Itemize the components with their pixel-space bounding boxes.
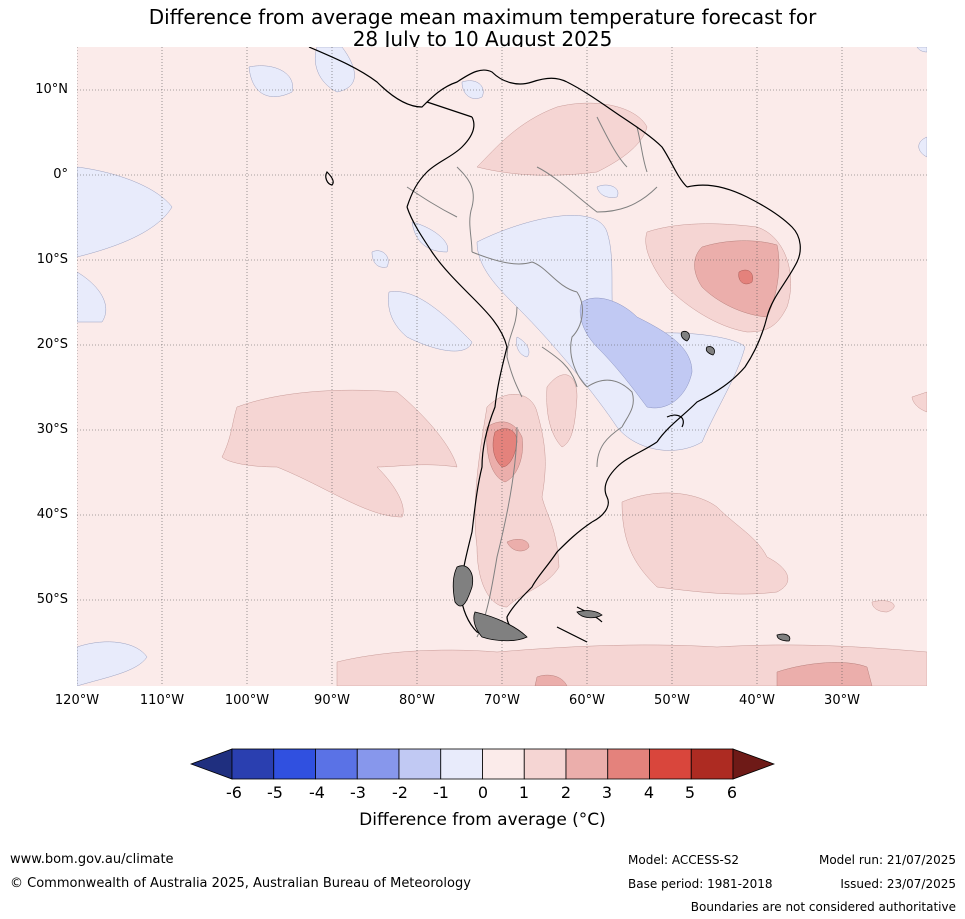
colorbar-segment [231,748,275,780]
islands [452,330,791,642]
warm-anomaly-peak [492,269,753,468]
website-link[interactable]: www.bom.gov.au/climate [10,852,174,867]
lat-label-30s: 30°S [36,422,68,437]
lon-label-80w: 80°W [399,693,435,708]
lat-label-20s: 20°S [36,337,68,352]
colorbar-segment [482,748,525,780]
lat-label-0: 0° [53,167,68,182]
graticule [77,47,927,686]
colorbar-tick: -6 [226,783,242,802]
colorbar-tick: -2 [392,783,408,802]
colorbar-tick: 5 [684,783,696,802]
boundary-disclaimer: Boundaries are not considered authoritat… [690,900,956,914]
model-name: Model: ACCESS-S2 [628,853,740,867]
colorbar-segment [523,748,567,780]
base-period: Base period: 1981-2018 [628,877,773,891]
colorbar-segment [649,748,692,780]
lon-label-60w: 60°W [569,693,605,708]
colorbar-tick: 1 [518,783,530,802]
colorbar-segment [315,748,358,780]
colorbar-tick: 3 [601,783,613,802]
lon-label-110w: 110°W [139,693,185,708]
lon-label-70w: 70°W [484,693,520,708]
lat-label-40s: 40°S [36,507,68,522]
colorbar-tick: 6 [726,783,738,802]
colorbar-segment [607,748,650,780]
forecast-map [77,47,927,686]
lat-label-50s: 50°S [36,592,68,607]
lon-label-120w: 120°W [54,693,100,708]
map-title-line-1: Difference from average mean maximum tem… [148,5,817,29]
map-title-line-2: 28 July to 10 August 2025 [352,27,613,51]
issued-date: Issued: 23/07/2025 [840,877,956,891]
colorbar-segment [440,748,483,780]
colorbar-segment [356,748,400,780]
country-borders [406,116,658,638]
lon-label-100w: 100°W [224,693,270,708]
model-run-date: Model run: 21/07/2025 [818,853,956,867]
lon-label-30w: 30°W [824,693,860,708]
colorbar-tick: -4 [309,783,325,802]
lat-label-10n: 10°N [35,82,68,97]
copyright-text: © Commonwealth of Australia 2025, Austra… [10,876,471,891]
colorbar-segment [398,748,442,780]
colorbar-tick: -1 [433,783,449,802]
colorbar [190,748,775,780]
lat-label-10s: 10°S [36,252,68,267]
colorbar-arrow-low [190,748,233,780]
colorbar-tick: 4 [643,783,655,802]
colorbar-segment [273,748,316,780]
lon-label-90w: 90°W [314,693,350,708]
colorbar-segment [690,748,734,780]
colorbar-tick: -5 [267,783,283,802]
lon-label-40w: 40°W [739,693,775,708]
colorbar-label: Difference from average (°C) [359,810,606,830]
colorbar-tick: 2 [560,783,572,802]
lon-label-50w: 50°W [654,693,690,708]
colorbar-tick: -3 [350,783,366,802]
colorbar-arrow-high [732,748,775,780]
cool-anomaly-core [579,297,693,409]
colorbar-segment [565,748,609,780]
colorbar-tick: 0 [477,783,489,802]
